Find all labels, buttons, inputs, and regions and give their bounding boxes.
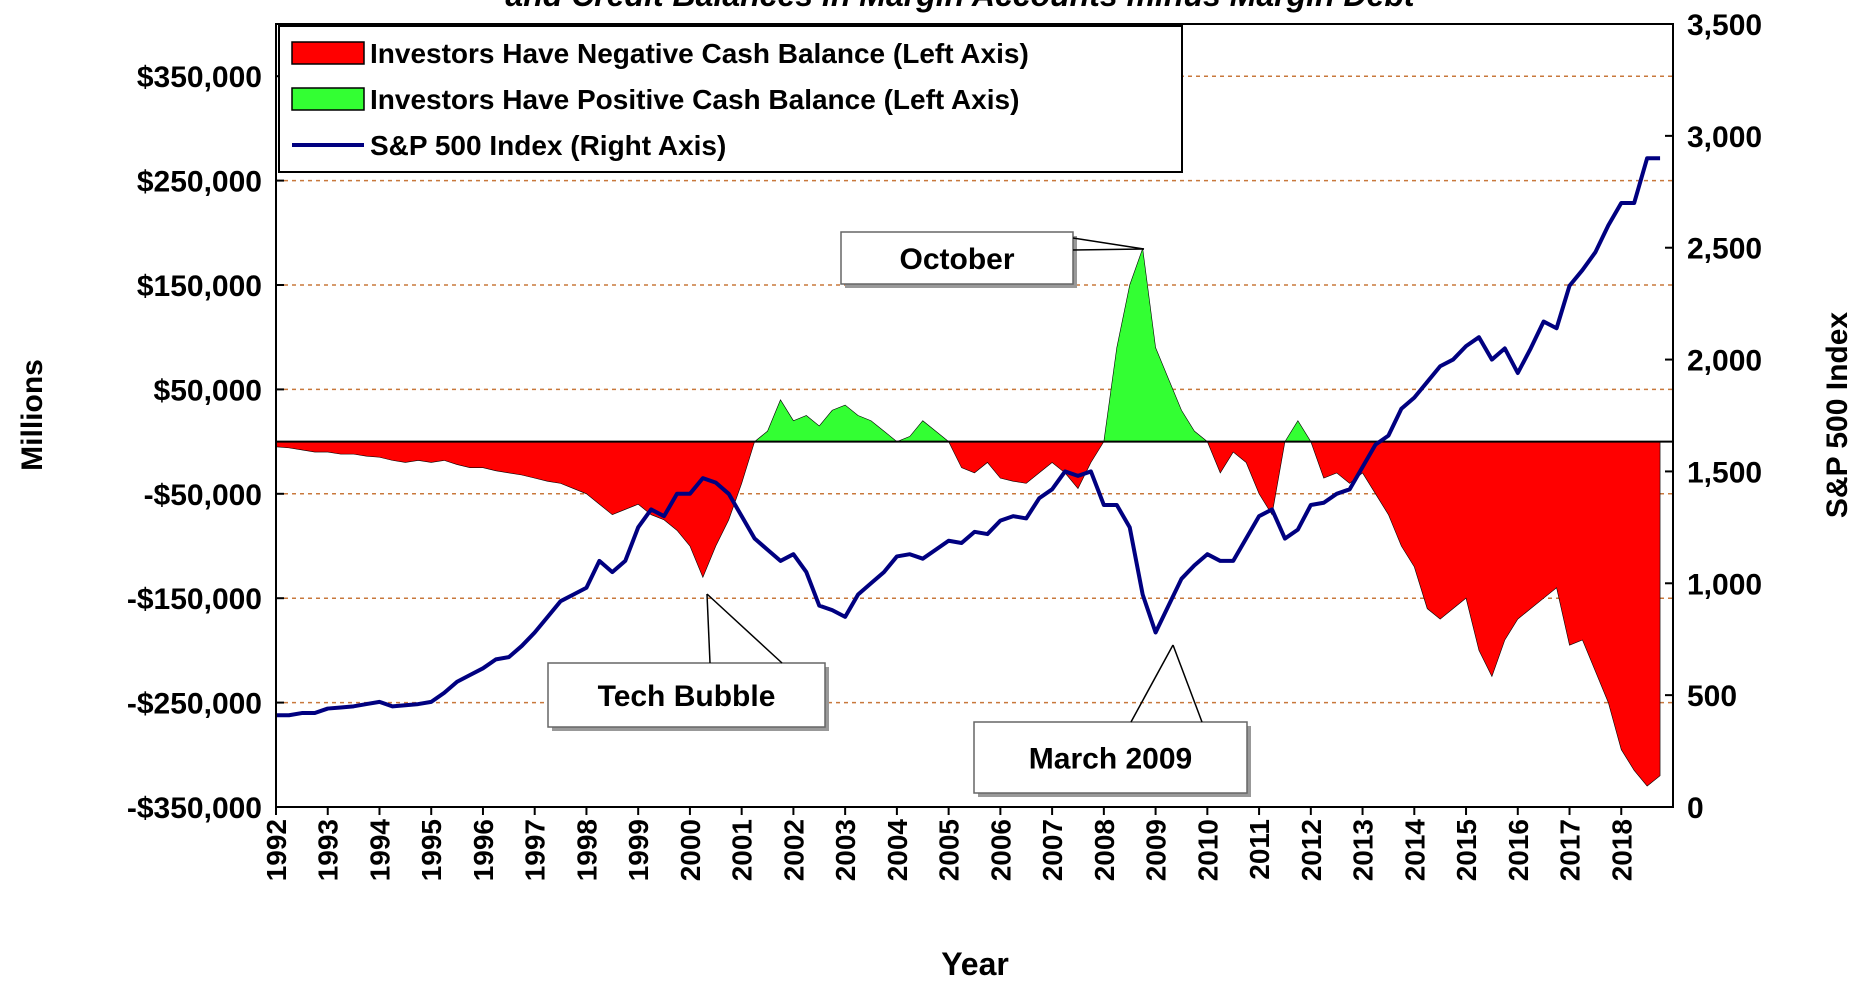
x-tick-label: 2014	[1399, 819, 1430, 882]
legend-swatch	[291, 87, 365, 111]
x-tick-label: 2001	[727, 819, 758, 881]
y-tick-label: $50,000	[154, 374, 262, 407]
x-tick-label: 2010	[1192, 819, 1223, 881]
x-tick-label: 2017	[1555, 819, 1586, 881]
chart-title: and Credit Balances in Margin Accounts m…	[505, 0, 1416, 13]
x-tick-label: 1997	[520, 819, 551, 881]
x-tick-label: 2016	[1503, 819, 1534, 881]
x-tick-label: 1999	[623, 819, 654, 881]
legend-label: Investors Have Negative Cash Balance (Le…	[370, 38, 1029, 69]
y2-tick-label: 2,000	[1687, 345, 1762, 378]
area	[948, 441, 1105, 490]
x-tick-label: 1993	[313, 819, 344, 881]
annotation-pointer	[1130, 644, 1174, 723]
area	[275, 441, 756, 579]
x-tick-label: 2003	[830, 819, 861, 881]
x-tick-label: 2018	[1606, 819, 1637, 881]
x-tick-label: 1998	[571, 819, 602, 881]
x-tick-label: 2008	[1089, 819, 1120, 881]
annotation-box	[547, 662, 826, 728]
area	[1103, 248, 1209, 442]
x-tick-label: 2012	[1296, 819, 1327, 881]
y-tick-label: -$50,000	[144, 479, 262, 512]
x-tick-label: 2009	[1141, 819, 1172, 881]
annotation-label: Tech Bubble	[598, 680, 776, 713]
y-tick-label: -$150,000	[127, 583, 262, 616]
annotation-pointer	[1072, 248, 1145, 251]
y2-axis-label: S&P 500 Index	[1821, 312, 1854, 519]
y-axis-label: Millions	[16, 359, 49, 471]
x-tick-label: 1992	[261, 819, 292, 881]
legend-label: Investors Have Positive Cash Balance (Le…	[370, 84, 1019, 115]
annotation-box	[840, 231, 1074, 285]
y-tick-label: $350,000	[137, 61, 262, 94]
legend-label: S&P 500 Index (Right Axis)	[370, 130, 726, 161]
x-tick-label: 2005	[934, 819, 965, 881]
y-tick-label: -$350,000	[127, 792, 262, 825]
x-tick-label: 2011	[1244, 819, 1275, 880]
area	[1206, 441, 1286, 516]
y-tick-label: -$250,000	[127, 688, 262, 721]
x-tick-label: 2013	[1348, 819, 1379, 881]
area	[753, 399, 950, 442]
y2-tick-label: 500	[1687, 680, 1737, 713]
annotation-pointer	[1172, 644, 1203, 723]
y-tick-label: $150,000	[137, 270, 262, 303]
x-tick-label: 1994	[364, 819, 395, 882]
y2-tick-label: 1,000	[1687, 568, 1762, 601]
x-tick-label: 2002	[778, 819, 809, 881]
y-tick-label: $250,000	[137, 166, 262, 199]
line	[276, 156, 1661, 718]
x-tick-label: 1995	[416, 819, 447, 881]
y2-tick-label: 3,500	[1687, 9, 1762, 42]
annotation-pointer	[1072, 237, 1145, 250]
x-tick-label: 2004	[882, 819, 913, 882]
annotation-pointer	[706, 593, 711, 664]
plot-frame	[275, 23, 1674, 808]
x-tick-label: 2015	[1451, 819, 1482, 881]
x-axis-label: Year	[941, 946, 1009, 981]
x-tick-label: 2000	[675, 819, 706, 881]
annotation-label: March 2009	[1029, 743, 1192, 776]
y2-tick-label: 3,000	[1687, 121, 1762, 154]
annotation-box	[973, 721, 1248, 794]
area	[1310, 441, 1661, 787]
x-tick-label: 1996	[468, 819, 499, 881]
y2-tick-label: 0	[1687, 792, 1704, 825]
y2-tick-label: 1,500	[1687, 456, 1762, 489]
annotation-pointer	[706, 593, 783, 664]
x-tick-label: 2006	[985, 819, 1016, 881]
annotation-label: October	[899, 243, 1014, 276]
x-tick-label: 2007	[1037, 819, 1068, 881]
legend-swatch	[291, 41, 365, 65]
legend-box	[278, 25, 1183, 173]
y2-tick-label: 2,500	[1687, 233, 1762, 266]
